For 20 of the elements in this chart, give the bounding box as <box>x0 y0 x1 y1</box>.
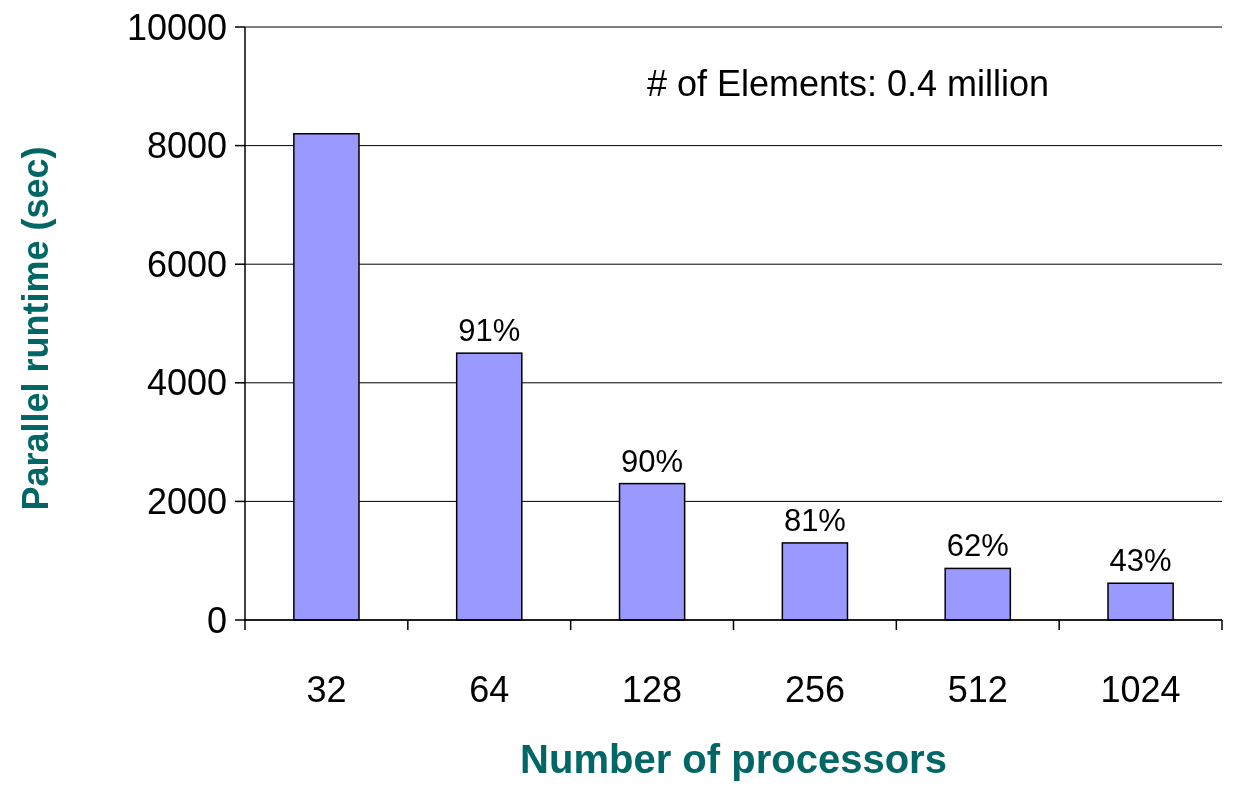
annotation: 81% <box>783 502 846 538</box>
annotation: 43% <box>1109 543 1172 579</box>
y-tick-label: 8000 <box>146 125 227 167</box>
x-tick-label: 32 <box>306 669 347 710</box>
y-tick-label: 2000 <box>146 481 227 522</box>
y-tick-label: 10000 <box>126 6 227 48</box>
annotation: 91% <box>458 313 521 349</box>
x-tick-label: 256 <box>784 669 845 710</box>
y-tick-label: 4000 <box>146 362 227 404</box>
annotation: 90% <box>621 443 684 479</box>
x-tick-label: 512 <box>947 669 1008 710</box>
y-tick-label: 6000 <box>146 243 227 285</box>
annotation: # of Elements: 0.4 million <box>646 63 1050 104</box>
annotation: 62% <box>946 528 1009 564</box>
x-axis-title: Number of processors <box>520 737 947 781</box>
y-axis-title: Parallel runtime (sec) <box>15 146 56 511</box>
x-tick-label: 128 <box>622 669 683 710</box>
y-tick-label: 0 <box>206 599 227 641</box>
x-tick-label: 1024 <box>1100 669 1181 710</box>
x-tick-label: 64 <box>469 669 510 710</box>
